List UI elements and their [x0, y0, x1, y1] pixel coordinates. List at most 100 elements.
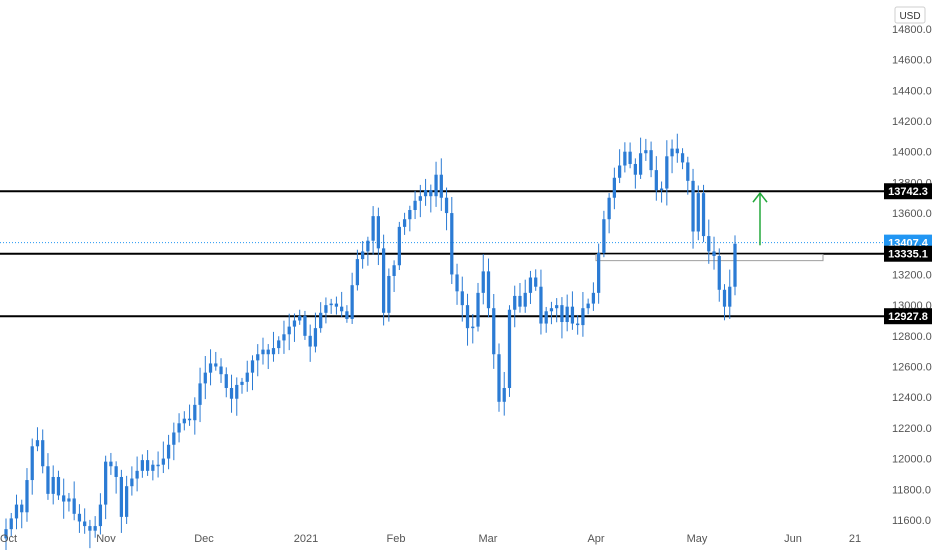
candle-body: [617, 165, 622, 178]
candle-body: [240, 381, 244, 385]
candle-body: [119, 476, 124, 517]
candle-body: [334, 303, 339, 307]
candle-body: [628, 151, 632, 164]
candle-body: [14, 504, 19, 519]
price-tick-label: 12400.0: [892, 392, 932, 404]
time-tick-label: Dec: [194, 533, 214, 545]
candle-body: [208, 363, 213, 373]
time-axis[interactable]: Oct Nov Dec 2021 Feb Mar Apr May Jun 21: [0, 533, 861, 545]
candle-body: [691, 180, 695, 232]
candle-body: [261, 349, 265, 355]
candle-body: [182, 418, 186, 424]
candle-body: [350, 285, 354, 319]
candle-body: [72, 498, 76, 514]
candle-body: [41, 440, 45, 467]
candle-body: [381, 248, 386, 313]
candle-body: [235, 384, 239, 399]
candle-body: [187, 418, 192, 421]
candle-body: [376, 216, 380, 249]
candle-body: [324, 305, 328, 313]
target-arrow-head: [752, 191, 768, 203]
candle-body: [25, 480, 29, 513]
candle-body: [701, 193, 706, 237]
currency-badge-box: [894, 6, 926, 24]
currency-label: USD: [899, 11, 920, 22]
candle-body: [665, 156, 669, 189]
price-tick-label: 14600.0: [892, 55, 932, 67]
price-tick-label: 14000.0: [892, 147, 932, 159]
candle-body: [177, 423, 181, 433]
candle-body: [581, 308, 585, 326]
candle-body: [707, 236, 711, 252]
candle-body: [282, 334, 286, 341]
candle-body: [402, 219, 407, 227]
candle-body: [4, 529, 8, 539]
candle-body: [486, 271, 491, 309]
candle-body: [722, 289, 727, 307]
price-tick-label: 11800.0: [892, 484, 931, 496]
candle-body: [46, 466, 50, 494]
price-axis[interactable]: 14800.014600.014400.014200.014000.013800…: [892, 24, 932, 527]
candle-body: [51, 476, 55, 494]
price-tick-label: 12200.0: [892, 423, 932, 435]
price-tick-label: 14400.0: [892, 85, 932, 97]
candle-body: [67, 498, 71, 502]
candle-body: [570, 306, 575, 324]
candle-body: [250, 360, 255, 373]
candle-body: [308, 335, 312, 347]
time-tick-label: May: [687, 533, 708, 545]
candle-body: [371, 216, 375, 241]
time-tick-label: Mar: [479, 533, 498, 545]
candle-body: [166, 444, 171, 459]
candle-body: [696, 193, 700, 232]
candle-body: [151, 464, 155, 471]
candle-body: [539, 286, 543, 324]
candle-body: [502, 387, 506, 402]
candle-body: [245, 372, 249, 382]
candle-body: [392, 265, 396, 276]
candle-body: [387, 275, 391, 313]
candle-body: [654, 170, 658, 191]
candle-body: [670, 148, 674, 157]
candle-body: [513, 295, 517, 310]
candle-body: [83, 521, 87, 527]
candle-body: [214, 363, 218, 367]
candle-body: [565, 306, 569, 323]
candle-body: [423, 190, 428, 197]
candle-body: [355, 259, 360, 286]
currency-badge[interactable]: USD: [894, 6, 926, 24]
candle-body: [680, 153, 685, 163]
candle-body: [329, 303, 333, 306]
time-tick-label: Oct: [0, 533, 17, 545]
candle-body: [88, 526, 92, 531]
candle-body: [198, 383, 202, 405]
candle-body: [450, 213, 454, 275]
candle-body: [30, 446, 34, 481]
candle-body: [586, 303, 590, 309]
candle-body: [271, 348, 276, 355]
candle-body: [733, 243, 737, 287]
candle-body: [172, 432, 176, 445]
time-tick-label: 2021: [294, 533, 318, 545]
candle-body: [659, 188, 664, 191]
candle-body: [686, 162, 690, 181]
candle-body: [418, 196, 422, 201]
candle-body: [145, 460, 150, 471]
candle-body: [156, 464, 160, 467]
candle-body: [135, 470, 139, 479]
candle-body: [534, 277, 538, 287]
support-zone: [595, 254, 824, 262]
candle-body: [9, 518, 13, 530]
candle-body: [340, 306, 344, 312]
candle-body: [712, 251, 716, 257]
candle-body: [345, 311, 349, 319]
candle-body: [413, 200, 417, 211]
candle-body: [93, 526, 97, 531]
candle-body: [98, 504, 103, 527]
time-tick-label: Feb: [387, 533, 406, 545]
candle-body: [429, 190, 433, 197]
annotations: [752, 191, 768, 246]
